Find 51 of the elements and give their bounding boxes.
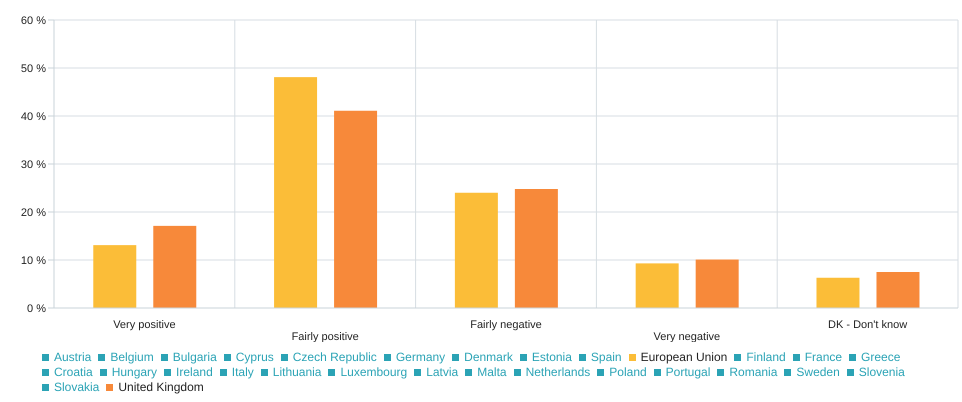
- legend-label: Czech Republic: [292, 350, 377, 365]
- legend-label: Greece: [861, 350, 900, 365]
- legend-label: Estonia: [532, 350, 572, 365]
- legend-label: Netherlands: [526, 365, 590, 380]
- bar: [153, 226, 196, 308]
- legend-label: Slovakia: [54, 380, 100, 395]
- legend-label: Slovenia: [858, 365, 905, 380]
- bar: [696, 260, 739, 308]
- legend-label: Italy: [232, 365, 254, 380]
- legend-label: Romania: [729, 365, 778, 380]
- x-tick-label: Very negative: [653, 331, 720, 343]
- legend-label: France: [804, 350, 842, 365]
- legend-label: Malta: [477, 365, 507, 380]
- y-tick-label: 0 %: [27, 302, 46, 315]
- bar: [876, 272, 920, 308]
- legend-label: Finland: [746, 350, 786, 365]
- legend-label: Bulgaria: [172, 350, 217, 365]
- legend-label: Austria: [54, 350, 92, 365]
- bar: [334, 110, 378, 308]
- y-tick-label: 30 %: [20, 158, 46, 171]
- legend-label: Hungary: [112, 365, 158, 380]
- legend-label: Luxembourg: [340, 365, 408, 380]
- legend-label: Sweden: [796, 365, 840, 380]
- legend-label: Poland: [609, 365, 647, 380]
- legend-label: Cyprus: [236, 350, 274, 365]
- legend-label: Lithuania: [272, 365, 322, 380]
- bar: [93, 245, 136, 308]
- y-tick-label: 10 %: [20, 254, 46, 267]
- bar: [816, 278, 860, 308]
- legend-label: European Union: [640, 350, 728, 365]
- y-tick-label: 40 %: [20, 110, 46, 123]
- bar: [636, 263, 679, 308]
- legend-label: Denmark: [464, 350, 513, 365]
- x-tick-label: DK - Don't know: [828, 319, 908, 331]
- bar: [514, 188, 558, 308]
- y-tick-label: 50 %: [20, 62, 46, 75]
- legend-label: United Kingdom: [118, 380, 204, 395]
- legend-label: Ireland: [176, 365, 213, 380]
- x-tick-label: Very positive: [113, 319, 176, 331]
- x-tick-label: Fairly positive: [292, 331, 359, 343]
- legend-label: Croatia: [54, 365, 93, 380]
- legend-label: Spain: [590, 350, 622, 365]
- y-tick-label: 20 %: [20, 206, 46, 219]
- y-tick-label: 60 %: [20, 14, 46, 27]
- legend-label: Portugal: [666, 365, 710, 380]
- legend-label: Latvia: [426, 365, 458, 380]
- bar: [454, 192, 498, 308]
- bar: [274, 77, 318, 308]
- legend-label: Germany: [396, 350, 446, 365]
- legend-label: Belgium: [110, 350, 154, 365]
- x-tick-label: Fairly negative: [470, 319, 542, 331]
